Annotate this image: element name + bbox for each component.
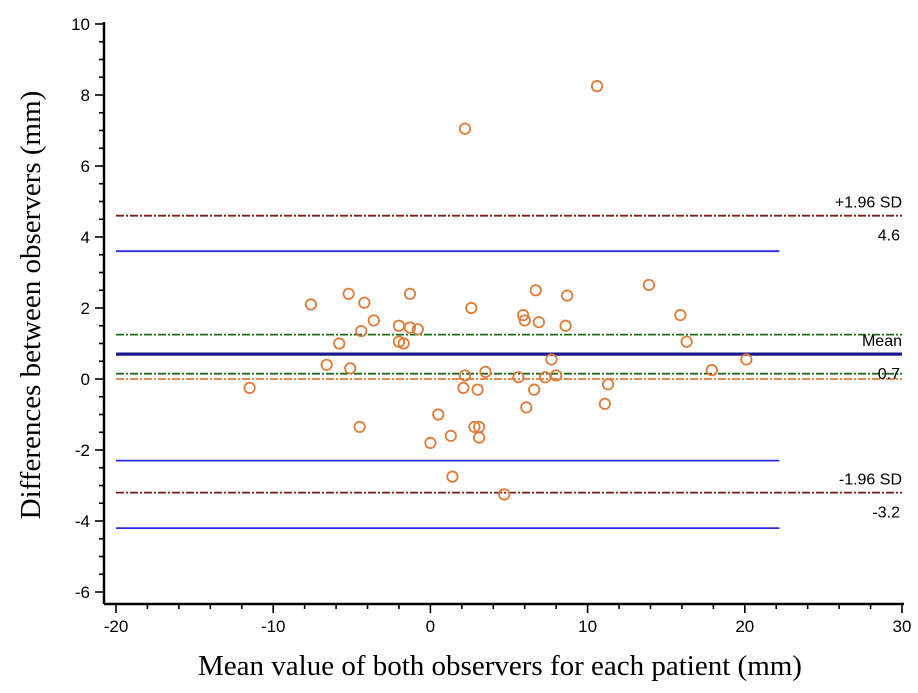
data-point [705, 364, 718, 377]
data-point [367, 314, 380, 327]
data-point [471, 383, 484, 396]
data-point [397, 337, 410, 350]
upper-loa-value-label: 4.6 [878, 228, 900, 245]
y-tick-label: -4 [75, 512, 90, 531]
data-point [561, 289, 574, 302]
x-axis-title: Mean value of both observers for each pa… [198, 650, 802, 682]
mean-label: Mean [862, 333, 902, 350]
data-point [740, 353, 753, 366]
data-point [403, 321, 417, 334]
data-point [518, 314, 531, 327]
y-tick-label: 8 [81, 86, 90, 105]
data-point [590, 80, 604, 93]
data-point [344, 362, 357, 375]
data-point [479, 365, 492, 378]
data-points [243, 80, 753, 501]
data-point [517, 308, 530, 322]
data-point [529, 284, 542, 297]
y-tick-label: -2 [75, 441, 90, 460]
data-point [333, 337, 346, 350]
data-point [520, 401, 533, 414]
data-point [444, 429, 457, 442]
y-tick-label: 10 [71, 15, 90, 34]
data-point [680, 335, 693, 348]
data-point [458, 122, 472, 135]
data-point [598, 397, 611, 410]
x-tick-label: 10 [578, 617, 597, 636]
data-point [355, 324, 368, 338]
data-point [243, 381, 256, 394]
data-point [465, 301, 478, 315]
data-point [528, 383, 541, 396]
x-tick-label: -10 [261, 617, 286, 636]
upper-loa-label: +1.96 SD [835, 195, 902, 212]
y-axis-title: Differences between observers (mm) [15, 91, 47, 520]
data-point [424, 436, 437, 449]
data-point [642, 278, 656, 292]
data-point [601, 378, 615, 391]
axes [102, 22, 904, 606]
data-point [559, 319, 572, 332]
reference-lines [116, 214, 902, 529]
data-point [358, 296, 371, 309]
data-point [304, 298, 318, 311]
data-point [432, 408, 445, 421]
x-tick-label: -20 [104, 617, 129, 636]
data-point [674, 308, 687, 322]
data-point [320, 358, 333, 371]
data-point [458, 369, 472, 382]
data-point [411, 323, 424, 336]
data-point [457, 381, 470, 394]
data-point [498, 488, 511, 501]
y-tick-label: 6 [81, 157, 90, 176]
y-tick-label: -6 [75, 583, 90, 602]
data-point [353, 420, 366, 434]
data-point [473, 431, 486, 444]
data-point [550, 369, 563, 382]
y-tick-label: 0 [81, 370, 90, 389]
data-point [403, 287, 417, 300]
x-tick-label: 30 [893, 617, 912, 636]
y-tick-label: 2 [81, 299, 90, 318]
x-tick-label: 20 [735, 617, 754, 636]
x-tick-label: 0 [426, 617, 435, 636]
data-point [545, 353, 558, 366]
data-point [342, 287, 355, 300]
lower-loa-value-label: -3.2 [872, 505, 900, 522]
data-point [392, 319, 406, 332]
mean-value-label: 0.7 [878, 366, 900, 383]
reference-labels: Mean 0.7 +1.96 SD 4.6 -1.96 SD -3.2 [835, 195, 902, 522]
data-point [512, 371, 525, 384]
data-point [446, 470, 459, 483]
data-point [468, 420, 481, 434]
y-tick-label: 4 [81, 228, 90, 247]
lower-loa-label: -1.96 SD [839, 472, 902, 489]
data-point [539, 371, 552, 384]
data-point [532, 316, 545, 329]
